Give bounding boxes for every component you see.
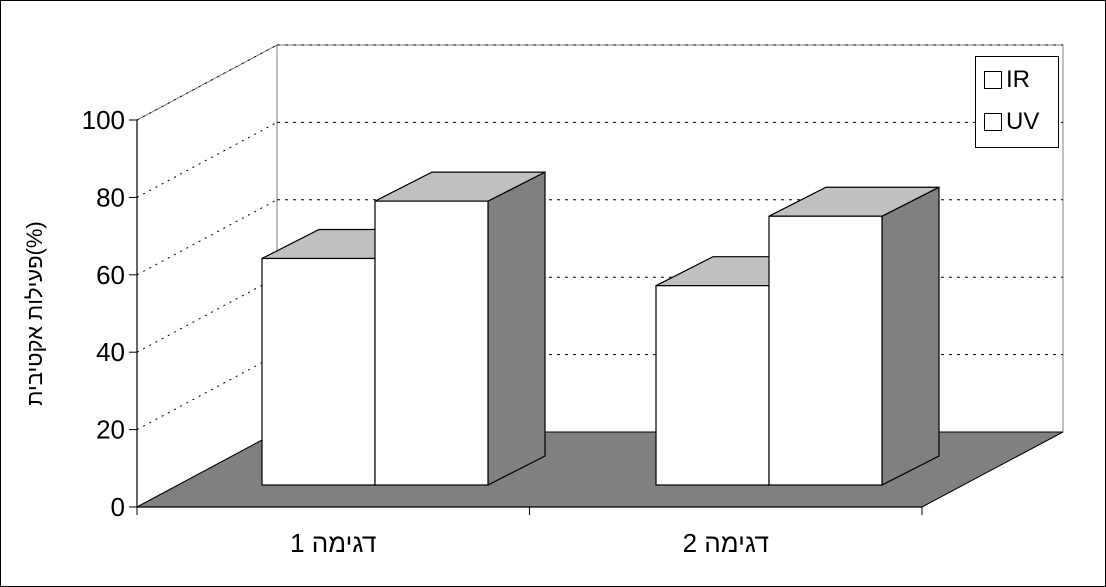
y-tick-label: 0 <box>111 492 125 522</box>
legend: IR UV <box>975 56 1059 148</box>
category-label: דגימה 1 <box>290 528 376 558</box>
gridline-side <box>136 276 278 353</box>
legend-item-ir: IR <box>984 65 1030 95</box>
legend-label-ir: IR <box>1006 66 1030 93</box>
side-wall <box>136 44 278 508</box>
legend-label-uv: UV <box>1006 108 1040 135</box>
gridline-side <box>136 121 278 198</box>
gridline-side <box>136 199 278 276</box>
category-label: דגימה 2 <box>683 528 769 558</box>
legend-swatch-ir <box>984 71 1002 89</box>
legend-item-uv: UV <box>984 107 1039 137</box>
y-tick-label: 80 <box>96 182 125 212</box>
bar-ir <box>261 257 376 486</box>
bar-side-uv <box>881 186 940 486</box>
bar-side-uv <box>487 171 546 486</box>
bar-uv <box>768 215 883 486</box>
y-tick-label: 100 <box>82 105 125 135</box>
y-axis-title: פעילות אקטיבית(%) <box>22 221 47 405</box>
legend-swatch-uv <box>984 113 1002 131</box>
bar-ir <box>655 285 770 486</box>
gridline-side <box>136 354 278 431</box>
y-tick-label: 60 <box>96 260 125 290</box>
bar-uv <box>374 200 489 486</box>
y-tick-label: 20 <box>96 415 125 445</box>
y-tick-label: 40 <box>96 337 125 367</box>
